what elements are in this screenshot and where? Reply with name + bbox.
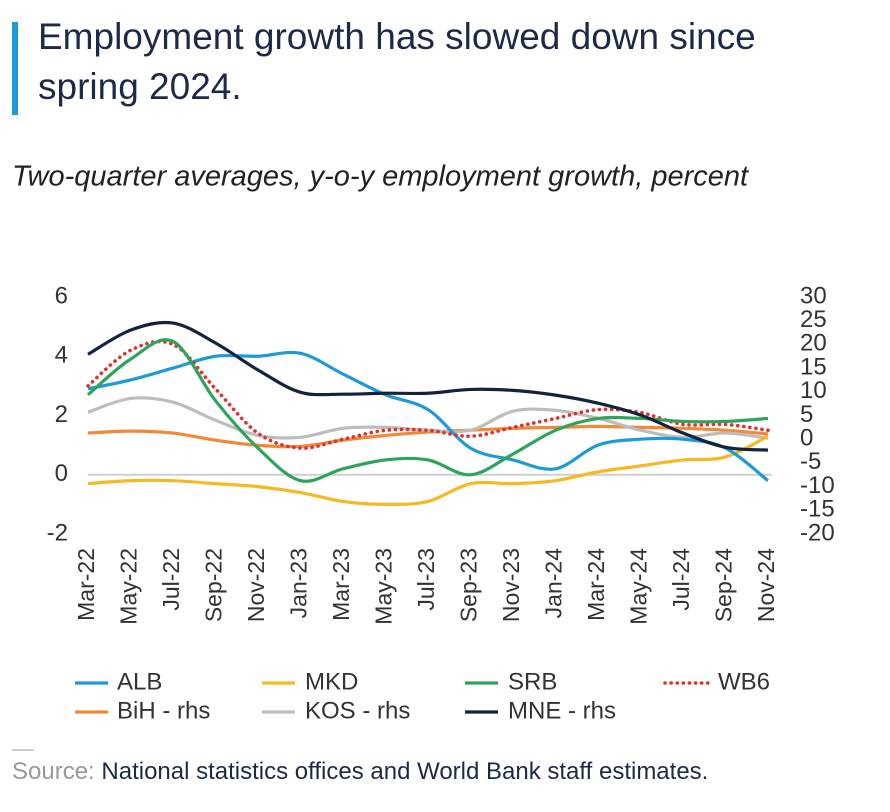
legend-label: MKD: [305, 668, 358, 695]
x-tick-label: Jan-24: [541, 548, 567, 619]
x-tick-label: Jan-23: [286, 548, 312, 618]
series-line: [87, 434, 769, 506]
y2-tick-label: 20: [800, 330, 827, 357]
y2-tick-label: -10: [800, 472, 835, 499]
source-label: Source:: [12, 758, 95, 785]
title-box: Employment growth has slowed down since …: [38, 16, 756, 107]
legend-label: KOS - rhs: [305, 697, 410, 724]
legend-label: ALB: [117, 668, 162, 695]
y2-tick-label: -5: [800, 448, 821, 475]
y2-tick-label: 30: [800, 282, 827, 309]
legend-label: WB6: [718, 668, 770, 695]
x-tick-label: Sep-23: [456, 548, 482, 622]
y2-tick-label: 5: [800, 401, 813, 428]
x-tick-label: May-23: [371, 548, 397, 625]
y-tick-label: 4: [55, 342, 68, 369]
y2-tick-label: -20: [800, 519, 835, 546]
x-tick-label: May-24: [626, 548, 652, 625]
title-accent: [12, 22, 18, 115]
y2-tick-label: 25: [800, 306, 827, 333]
chart-title: Employment growth has slowed down since …: [38, 16, 756, 107]
y-tick-label: -2: [47, 519, 68, 546]
y2-tick-label: 10: [800, 377, 827, 404]
x-tick-label: Sep-24: [711, 548, 737, 622]
chart-subtitle: Two-quarter averages, y-o-y employment g…: [12, 161, 750, 193]
source: Source: National statistics offices and …: [12, 758, 708, 785]
y2-tick-label: 0: [800, 425, 813, 452]
legend-label: SRB: [508, 668, 557, 695]
series-line: [87, 424, 769, 449]
y2-tick-label: 15: [800, 353, 827, 380]
x-tick-label: Jul-22: [158, 548, 184, 611]
x-tick-label: Nov-24: [753, 548, 779, 622]
series-line: [86, 339, 770, 450]
y-tick-label: 0: [55, 460, 68, 487]
legend-label: BiH - rhs: [117, 697, 210, 724]
x-tick-label: Jul-23: [413, 548, 439, 611]
x-tick-label: Mar-22: [73, 548, 99, 621]
x-tick-label: Mar-23: [328, 548, 354, 621]
x-tick-label: May-22: [116, 548, 142, 625]
series-line: [87, 350, 769, 482]
source-text: National statistics offices and World Ba…: [101, 758, 708, 785]
legend-label: MNE - rhs: [508, 697, 616, 724]
y-tick-label: 6: [55, 282, 68, 309]
x-tick-label: Jul-24: [668, 548, 694, 611]
y-tick-label: 2: [55, 401, 68, 428]
y2-tick-label: -15: [800, 496, 835, 523]
x-tick-label: Nov-23: [498, 548, 524, 622]
x-tick-label: Mar-24: [583, 548, 609, 621]
x-tick-label: Nov-22: [243, 548, 269, 622]
x-tick-label: Sep-22: [201, 548, 227, 622]
series-line: [87, 320, 769, 452]
series-line: [87, 396, 769, 440]
